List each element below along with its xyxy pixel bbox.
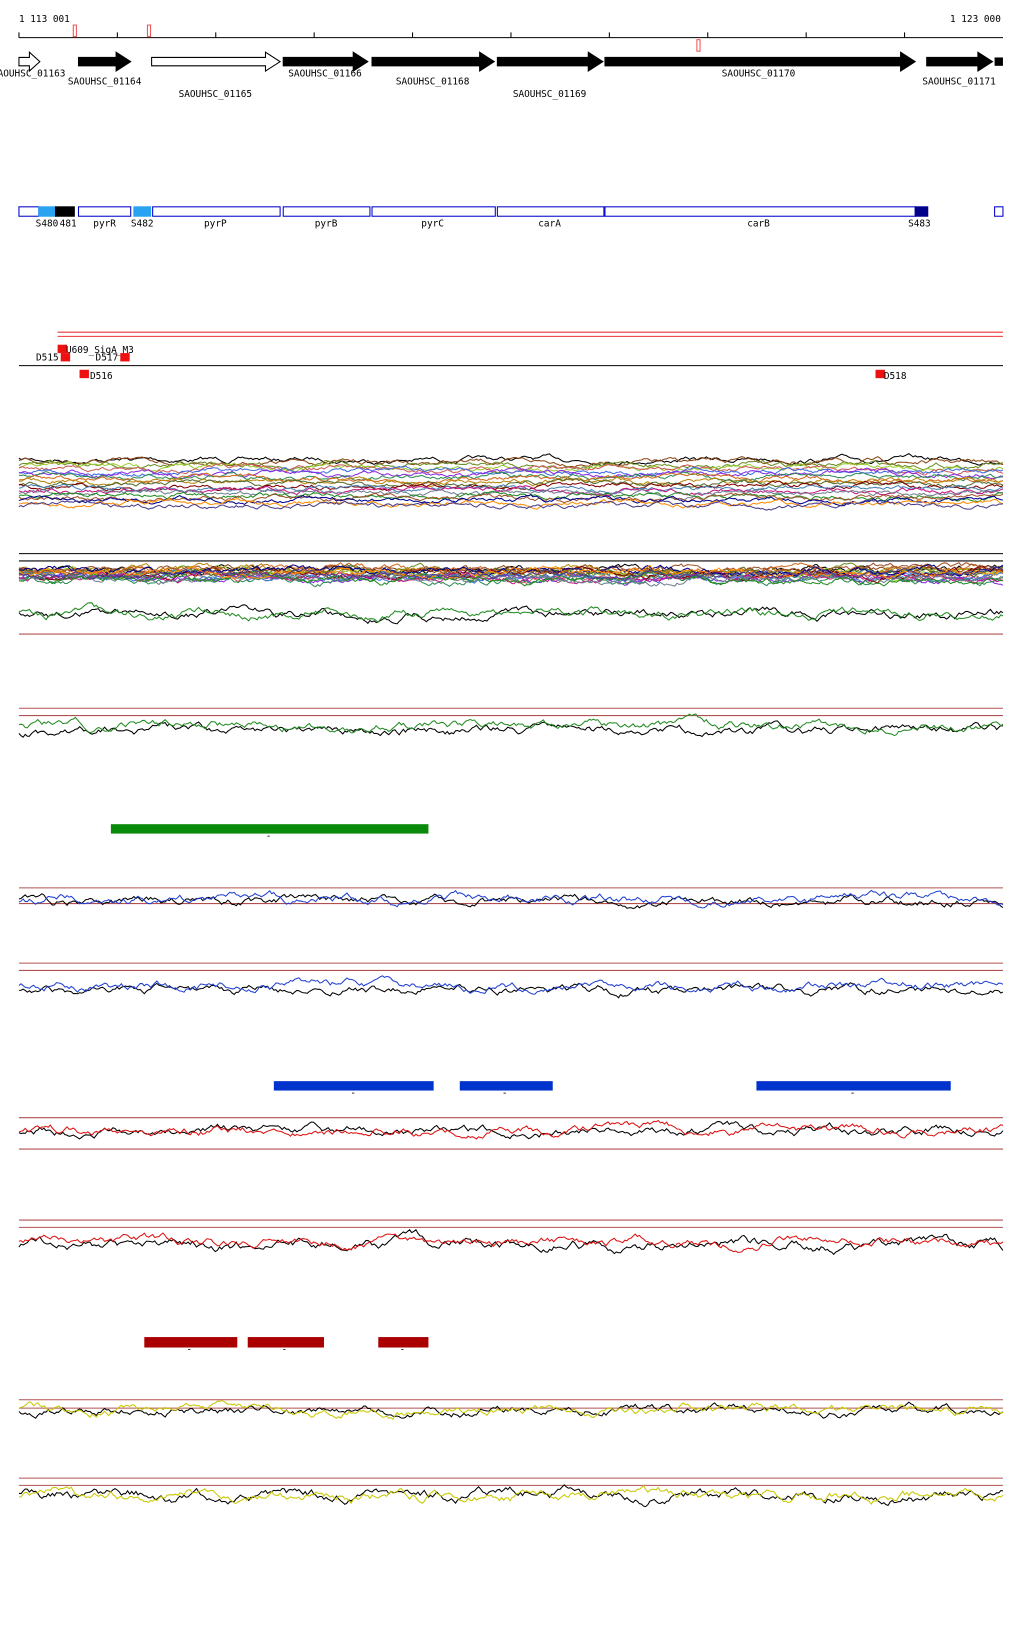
signal-trace bbox=[18, 1401, 1004, 1419]
feature-label: carB bbox=[747, 219, 770, 230]
segment-label: - bbox=[502, 1088, 508, 1099]
gene-arrow bbox=[926, 51, 994, 72]
site-marker bbox=[120, 353, 130, 362]
signal-trace bbox=[18, 602, 1004, 623]
feature-box bbox=[496, 206, 605, 217]
signal-trace bbox=[18, 465, 1004, 479]
gene-label: SAOUHSC_01169 bbox=[513, 89, 587, 100]
site-marker bbox=[60, 353, 71, 362]
signal-trace bbox=[18, 494, 1004, 507]
feature-box bbox=[914, 206, 929, 217]
segment-label: - bbox=[350, 1088, 356, 1099]
region-bar bbox=[459, 1081, 553, 1091]
signal-trace bbox=[18, 1119, 1004, 1140]
gene-arrow bbox=[994, 57, 1003, 66]
signal-trace bbox=[18, 499, 1004, 511]
segment-label: - bbox=[186, 1345, 192, 1356]
gene-label: AOUHSC_01163 bbox=[0, 68, 65, 79]
feature-label: pyrR bbox=[93, 219, 116, 230]
feature-box bbox=[604, 206, 916, 217]
segment-label: - bbox=[281, 1345, 287, 1356]
gene-arrow bbox=[18, 51, 41, 73]
marker bbox=[146, 24, 152, 38]
signal-trace bbox=[18, 982, 1004, 999]
signal-trace bbox=[18, 889, 1004, 909]
signal-trace bbox=[18, 471, 1004, 483]
feature-label: carA bbox=[538, 219, 561, 230]
site-marker bbox=[875, 369, 885, 379]
feature-label: S482 bbox=[131, 219, 154, 230]
marker bbox=[72, 24, 77, 38]
signal-trace bbox=[18, 459, 1004, 471]
feature-box bbox=[282, 206, 371, 217]
gene-arrow bbox=[371, 51, 496, 72]
region-bar bbox=[273, 1081, 434, 1091]
region-bar bbox=[144, 1337, 238, 1348]
feature-box bbox=[18, 206, 40, 217]
gene-label: SAOUHSC_01165 bbox=[179, 89, 253, 100]
gene-label: SAOUHSC_01170 bbox=[722, 68, 796, 79]
signal-trace bbox=[18, 488, 1004, 501]
gene-arrow bbox=[77, 51, 132, 72]
marker bbox=[696, 39, 701, 52]
signal-trace bbox=[18, 604, 1004, 625]
feature-label: pyrP bbox=[204, 219, 227, 230]
site-label: D516 bbox=[90, 371, 113, 382]
gene-arrow bbox=[604, 51, 917, 72]
feature-label: S480 bbox=[36, 219, 59, 230]
feature-label: pyrC bbox=[421, 219, 444, 230]
site-label: D515 bbox=[36, 352, 59, 363]
feature-label: 481 bbox=[60, 219, 77, 230]
signal-trace bbox=[18, 713, 1004, 737]
feature-box bbox=[371, 206, 496, 217]
signal-trace bbox=[18, 478, 1004, 489]
site-label: D517 bbox=[96, 352, 119, 363]
signal-trace bbox=[18, 1400, 1004, 1421]
gene-label: SAOUHSC_01168 bbox=[396, 77, 470, 88]
region-bar bbox=[247, 1337, 324, 1348]
signal-trace bbox=[18, 566, 1004, 581]
site-label: U609_SigA_M3 bbox=[66, 345, 134, 356]
signal-trace bbox=[18, 975, 1004, 995]
gene-label: SAOUHSC_01171 bbox=[922, 77, 996, 88]
signal-trace bbox=[18, 1232, 1004, 1253]
segment-label: - bbox=[266, 831, 272, 842]
ruler-end: 1 123 000 bbox=[950, 14, 1001, 25]
site-marker bbox=[57, 344, 68, 354]
gene-arrow bbox=[496, 51, 604, 72]
site-marker bbox=[79, 369, 89, 379]
ruler-start: 1 113 001 bbox=[19, 14, 70, 25]
signal-trace bbox=[18, 1484, 1004, 1508]
signal-trace bbox=[18, 453, 1004, 467]
signal-trace bbox=[18, 1120, 1004, 1140]
segment-label: - bbox=[850, 1088, 856, 1099]
region-bar bbox=[378, 1337, 429, 1348]
site-label: D518 bbox=[884, 371, 907, 382]
gene-arrow bbox=[282, 51, 369, 72]
feature-box bbox=[994, 206, 1004, 217]
signal-trace bbox=[18, 720, 1004, 738]
feature-box bbox=[152, 206, 281, 217]
region-bar bbox=[756, 1081, 951, 1091]
feature-box bbox=[54, 206, 75, 217]
feature-box bbox=[133, 206, 152, 217]
signal-trace bbox=[18, 1229, 1004, 1256]
gene-label: SAOUHSC_01164 bbox=[68, 77, 142, 88]
segment-label: - bbox=[399, 1345, 405, 1356]
feature-box bbox=[38, 206, 57, 217]
gene-label: SAOUHSC_01166 bbox=[288, 68, 362, 79]
feature-label: pyrB bbox=[315, 219, 338, 230]
region-bar bbox=[110, 824, 429, 834]
feature-label: S483 bbox=[908, 219, 931, 230]
signal-trace bbox=[18, 569, 1004, 587]
feature-box bbox=[77, 206, 132, 217]
signal-trace bbox=[18, 1484, 1004, 1506]
signal-trace bbox=[18, 562, 1004, 580]
gene-arrow bbox=[151, 51, 282, 72]
signal-trace bbox=[18, 492, 1004, 504]
